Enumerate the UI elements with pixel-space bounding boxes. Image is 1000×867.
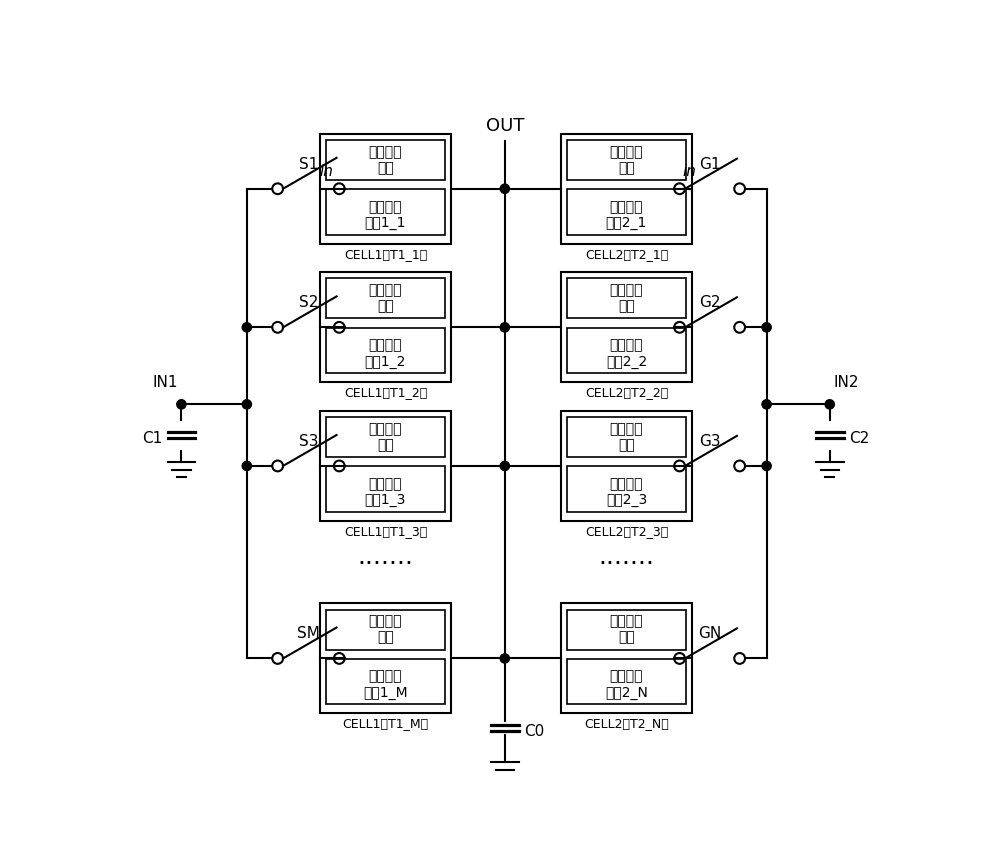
Circle shape: [500, 654, 509, 663]
Text: 基本插值
电路: 基本插值 电路: [369, 422, 402, 453]
Circle shape: [762, 400, 771, 409]
Bar: [326, 610, 445, 649]
Text: SM: SM: [297, 627, 320, 642]
Text: G3: G3: [699, 434, 720, 449]
Text: CELL1（T1_M）: CELL1（T1_M）: [342, 717, 429, 730]
Circle shape: [762, 461, 771, 471]
Text: S1: S1: [299, 157, 318, 172]
Text: 权重调节
电路1_2: 权重调节 电路1_2: [365, 338, 406, 368]
Circle shape: [500, 184, 509, 193]
Text: S3: S3: [299, 434, 318, 449]
Text: IN1: IN1: [152, 375, 178, 390]
Circle shape: [500, 323, 509, 332]
Text: IN2: IN2: [834, 375, 859, 390]
Bar: [320, 272, 451, 382]
Bar: [326, 466, 445, 512]
Text: S2: S2: [299, 296, 318, 310]
Text: G1: G1: [699, 157, 720, 172]
Text: CELL1（T1_3）: CELL1（T1_3）: [344, 525, 427, 538]
Text: 基本插值
电路: 基本插值 电路: [369, 145, 402, 175]
Text: 权重调节
电路2_N: 权重调节 电路2_N: [605, 669, 648, 700]
Text: in: in: [319, 165, 333, 179]
Text: C2: C2: [849, 432, 869, 447]
Circle shape: [177, 400, 186, 409]
Text: CELL2（T2_3）: CELL2（T2_3）: [585, 525, 668, 538]
Text: ·······: ·······: [357, 552, 413, 577]
Bar: [326, 417, 445, 457]
Text: 权重调节
电路2_3: 权重调节 电路2_3: [606, 477, 647, 507]
Text: in: in: [682, 165, 696, 179]
Text: OUT: OUT: [486, 117, 524, 135]
Bar: [320, 134, 451, 244]
Circle shape: [242, 461, 251, 471]
Text: C0: C0: [524, 724, 544, 739]
Circle shape: [762, 323, 771, 332]
Text: CELL2（T2_1）: CELL2（T2_1）: [585, 248, 668, 261]
Text: C1: C1: [142, 432, 162, 447]
Text: ·······: ·······: [598, 552, 654, 577]
Bar: [567, 189, 686, 235]
Text: 基本插值
电路: 基本插值 电路: [369, 284, 402, 314]
Text: CELL2（T2_N）: CELL2（T2_N）: [584, 717, 669, 730]
Bar: [567, 328, 686, 373]
Circle shape: [500, 461, 509, 471]
Text: CELL2（T2_2）: CELL2（T2_2）: [585, 386, 668, 399]
Bar: [326, 659, 445, 704]
Bar: [561, 272, 692, 382]
Text: 权重调节
电路1_M: 权重调节 电路1_M: [363, 669, 408, 700]
Bar: [326, 140, 445, 179]
Bar: [320, 603, 451, 714]
Bar: [561, 411, 692, 521]
Circle shape: [242, 400, 251, 409]
Text: GN: GN: [698, 627, 721, 642]
Text: 基本插值
电路: 基本插值 电路: [369, 615, 402, 645]
Text: 权重调节
电路1_1: 权重调节 电路1_1: [365, 199, 406, 230]
Bar: [326, 189, 445, 235]
Bar: [567, 278, 686, 318]
Text: 基本插值
电路: 基本插值 电路: [610, 422, 643, 453]
Bar: [561, 134, 692, 244]
Bar: [561, 603, 692, 714]
Text: 权重调节
电路2_1: 权重调节 电路2_1: [606, 199, 647, 230]
Text: 基本插值
电路: 基本插值 电路: [610, 284, 643, 314]
Bar: [567, 610, 686, 649]
Text: 基本插值
电路: 基本插值 电路: [610, 145, 643, 175]
Bar: [326, 278, 445, 318]
Text: 权重调节
电路1_3: 权重调节 电路1_3: [365, 477, 406, 507]
Bar: [320, 411, 451, 521]
Bar: [567, 659, 686, 704]
Bar: [326, 328, 445, 373]
Text: 基本插值
电路: 基本插值 电路: [610, 615, 643, 645]
Circle shape: [825, 400, 834, 409]
Text: CELL1（T1_1）: CELL1（T1_1）: [344, 248, 427, 261]
Bar: [567, 140, 686, 179]
Text: G2: G2: [699, 296, 720, 310]
Circle shape: [242, 323, 251, 332]
Text: CELL1（T1_2）: CELL1（T1_2）: [344, 386, 427, 399]
Bar: [567, 417, 686, 457]
Text: 权重调节
电路2_2: 权重调节 电路2_2: [606, 338, 647, 368]
Bar: [567, 466, 686, 512]
